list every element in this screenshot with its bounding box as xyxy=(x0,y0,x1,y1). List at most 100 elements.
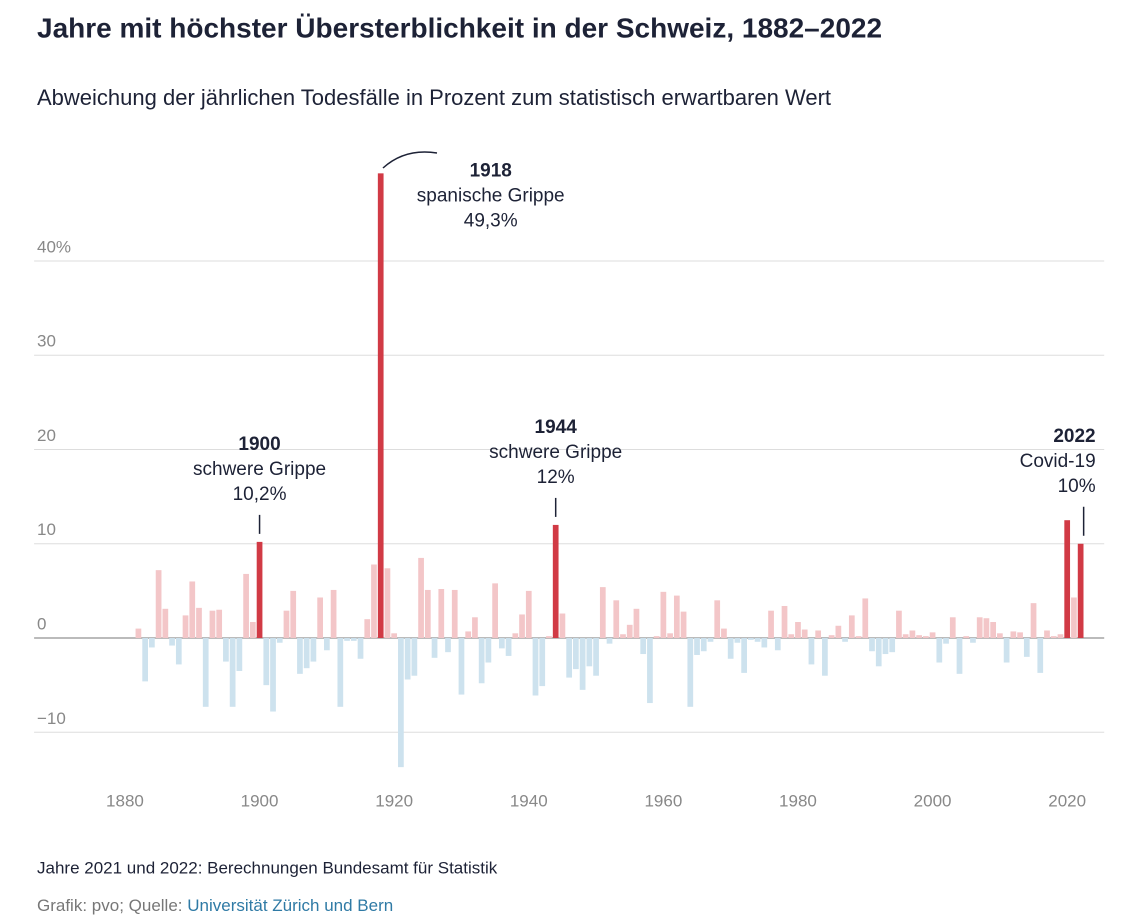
bar xyxy=(256,541,263,639)
bar xyxy=(149,638,155,648)
bar xyxy=(869,638,875,652)
bar xyxy=(929,632,936,639)
bar xyxy=(909,630,916,639)
bar xyxy=(223,638,229,662)
bar xyxy=(997,633,1003,639)
bar xyxy=(519,614,525,639)
bar xyxy=(902,634,909,639)
bar xyxy=(1064,520,1071,639)
bar xyxy=(633,608,640,639)
bar xyxy=(727,638,734,659)
bar xyxy=(1023,638,1030,657)
bar xyxy=(344,638,350,641)
bar xyxy=(842,638,848,642)
bar xyxy=(142,638,149,682)
bar xyxy=(135,628,142,639)
bar xyxy=(788,634,795,639)
bar xyxy=(290,590,297,639)
bar xyxy=(546,636,552,639)
bar xyxy=(1050,636,1057,639)
bar xyxy=(835,625,842,639)
bar xyxy=(438,589,445,639)
bar xyxy=(795,621,801,639)
bar xyxy=(337,638,344,707)
bar xyxy=(815,630,822,639)
bar xyxy=(182,615,189,639)
y-tick-label: −10 xyxy=(37,709,66,728)
bar xyxy=(754,638,761,642)
annotation-year: 1944 xyxy=(535,417,578,438)
bar xyxy=(976,617,983,639)
bar xyxy=(330,589,337,639)
bar xyxy=(741,638,747,673)
bar xyxy=(478,638,485,684)
bar xyxy=(606,638,613,644)
bar xyxy=(411,638,418,676)
bar xyxy=(828,635,835,639)
bar xyxy=(748,638,754,640)
bar xyxy=(492,583,498,639)
bar xyxy=(781,605,788,639)
bar xyxy=(896,610,902,639)
bar xyxy=(660,591,667,639)
bar xyxy=(1037,638,1044,673)
bar xyxy=(175,638,182,665)
annotation-value: 10% xyxy=(1058,476,1096,497)
bar xyxy=(1044,630,1050,639)
y-tick-label: 40% xyxy=(37,237,71,256)
bar xyxy=(566,638,573,678)
bar xyxy=(404,638,411,680)
bar xyxy=(963,636,970,639)
bar xyxy=(990,621,997,639)
y-tick-label: 20 xyxy=(37,426,56,445)
x-tick-label: 1980 xyxy=(779,791,817,810)
bar xyxy=(889,638,896,653)
bar xyxy=(303,638,310,669)
chart-title: Jahre mit höchster Übersterblichkeit in … xyxy=(37,12,882,43)
bar xyxy=(620,634,626,639)
x-tick-label: 2000 xyxy=(914,791,952,810)
bar xyxy=(774,638,781,651)
bar xyxy=(169,638,175,646)
bar xyxy=(364,619,371,639)
bar xyxy=(445,638,451,653)
bar xyxy=(949,617,956,639)
footnote: Jahre 2021 und 2022: Berechnungen Bundes… xyxy=(37,858,498,877)
bar xyxy=(768,610,774,639)
bar xyxy=(673,595,680,639)
bar xyxy=(1030,603,1037,639)
bar xyxy=(552,524,559,639)
annotation-text: spanische Grippe xyxy=(417,185,565,206)
bar xyxy=(808,638,815,665)
bar xyxy=(451,589,458,639)
bar xyxy=(593,638,599,676)
bar xyxy=(189,581,196,639)
bar xyxy=(505,638,512,656)
bar xyxy=(801,629,808,639)
credit-text: Grafik: pvo; Quelle: xyxy=(37,896,187,915)
bar xyxy=(418,557,424,639)
bar xyxy=(559,613,566,639)
bar xyxy=(916,635,922,639)
bar xyxy=(270,638,276,712)
bar xyxy=(855,636,862,639)
x-tick-label: 1880 xyxy=(106,791,144,810)
bar xyxy=(276,638,283,643)
bar xyxy=(586,638,593,667)
bar xyxy=(640,638,647,655)
source-link[interactable]: Universität Zürich und Bern xyxy=(187,896,393,915)
bar xyxy=(350,638,357,641)
bar xyxy=(539,638,546,687)
bar xyxy=(848,615,855,639)
y-tick-label: 10 xyxy=(37,520,56,539)
annotation-value: 12% xyxy=(537,467,575,488)
bar xyxy=(216,609,223,639)
bar xyxy=(714,600,721,639)
annotation-year: 1918 xyxy=(470,160,512,181)
bar xyxy=(667,633,673,639)
bar xyxy=(822,638,828,676)
bar xyxy=(243,573,249,639)
x-tick-label: 2020 xyxy=(1048,791,1086,810)
bar xyxy=(155,570,162,639)
